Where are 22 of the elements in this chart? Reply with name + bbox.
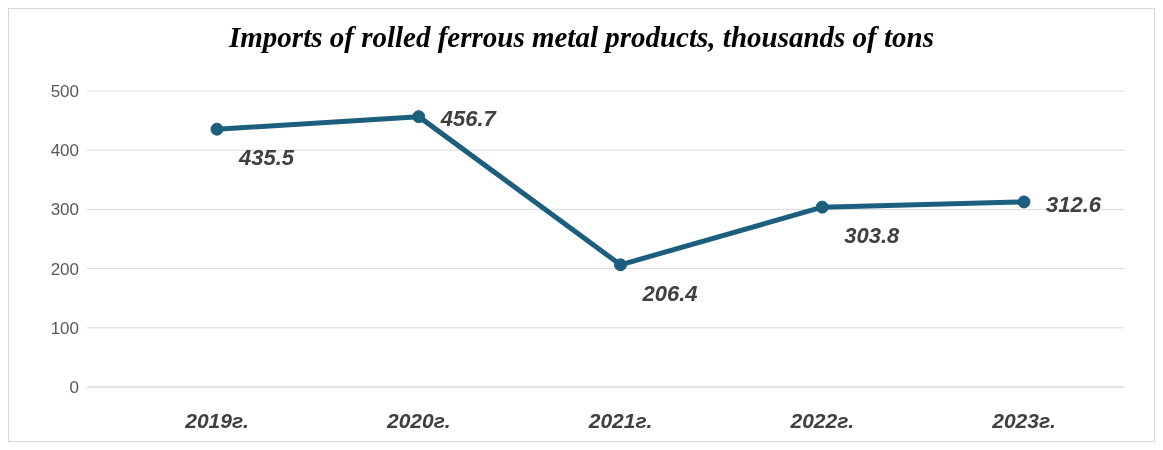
point [815, 200, 829, 214]
y-tick-label: 500 [50, 82, 79, 102]
x-tick-label: 2019г. [184, 408, 249, 432]
data-label: 456.7 [439, 106, 498, 132]
y-tick-label: 300 [50, 200, 79, 220]
chart-title: Imports of rolled ferrous metal products, thousands of tons [227, 21, 935, 54]
data-label: 312.6 [1046, 191, 1102, 217]
x-tick-label: 2021г. [587, 408, 653, 432]
x-tick-label: 2023г. [991, 408, 1056, 432]
point [1017, 195, 1031, 209]
point [614, 258, 627, 272]
y-tick-label: 0 [69, 378, 79, 398]
y-tick-label: 400 [50, 141, 79, 161]
point [412, 110, 426, 124]
x-tick-label: 2022г. [789, 408, 854, 432]
data-label: 435.5 [238, 145, 295, 170]
data-label: 206.4 [641, 280, 698, 306]
x-tick-label: 2020г. [386, 408, 451, 432]
y-tick-label: 200 [50, 259, 79, 279]
point [210, 122, 224, 136]
y-tick-label: 100 [50, 318, 79, 338]
data-label: 303.8 [844, 222, 901, 248]
